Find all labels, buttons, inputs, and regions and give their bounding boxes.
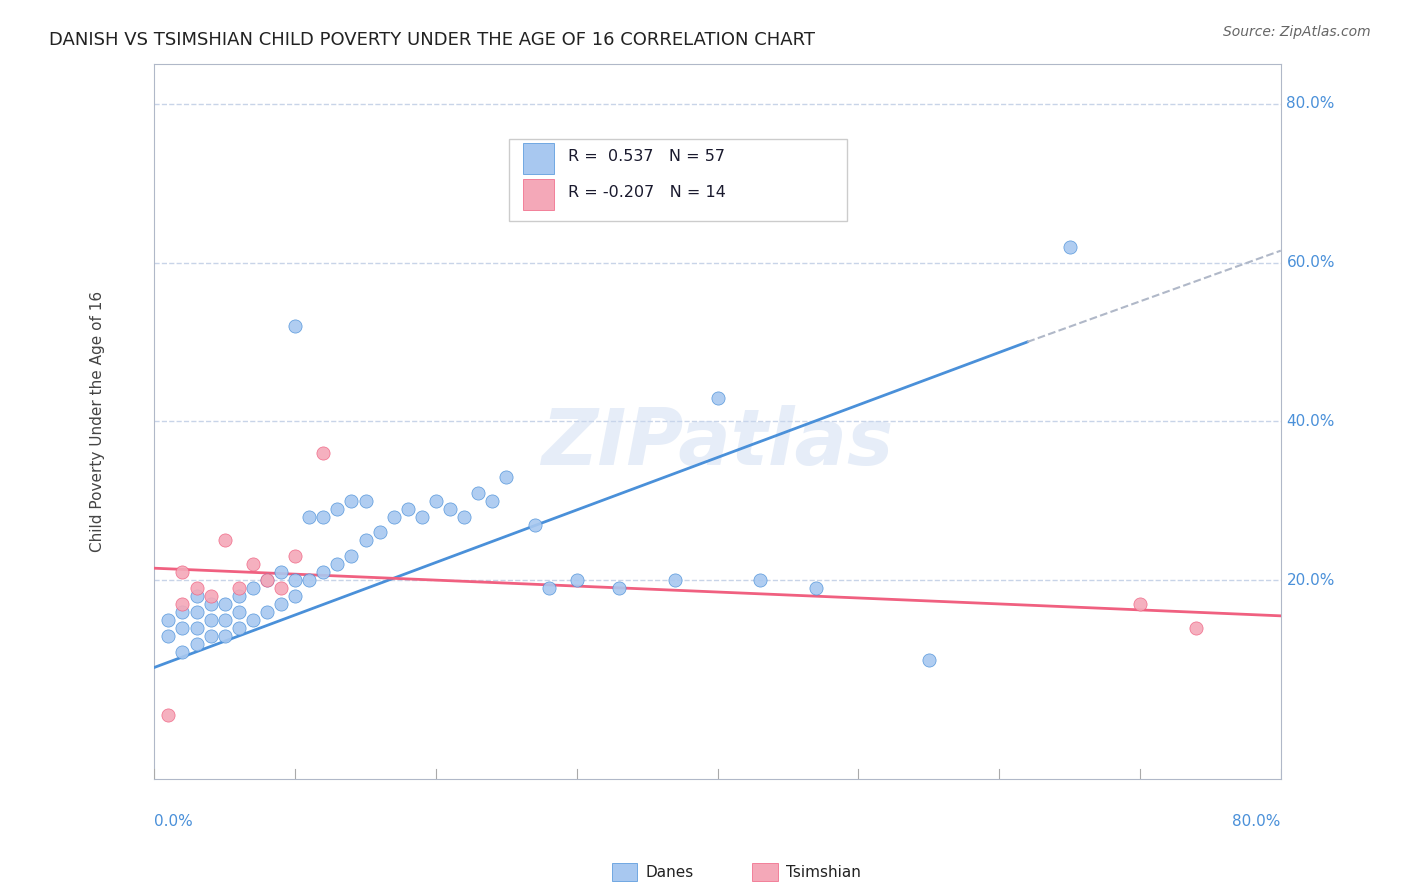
Text: 80.0%: 80.0% — [1233, 814, 1281, 830]
Point — [157, 629, 180, 643]
Point — [214, 533, 236, 548]
Point — [228, 621, 250, 635]
Text: R = -0.207   N = 14: R = -0.207 N = 14 — [568, 186, 725, 200]
Point — [270, 565, 292, 579]
Point — [453, 509, 475, 524]
Point — [340, 549, 363, 564]
Point — [256, 573, 278, 587]
Text: Source: ZipAtlas.com: Source: ZipAtlas.com — [1223, 25, 1371, 39]
Point — [298, 573, 321, 587]
Point — [228, 589, 250, 603]
Point — [284, 573, 307, 587]
Point — [411, 509, 433, 524]
Point — [607, 581, 630, 595]
Point — [354, 493, 377, 508]
Point — [368, 525, 391, 540]
Text: ZIPatlas: ZIPatlas — [541, 405, 894, 481]
Point — [396, 501, 419, 516]
Point — [186, 621, 208, 635]
Point — [214, 629, 236, 643]
Text: 0.0%: 0.0% — [155, 814, 193, 830]
Point — [537, 581, 560, 595]
Text: Danes: Danes — [645, 865, 693, 880]
Point — [326, 501, 349, 516]
Text: DANISH VS TSIMSHIAN CHILD POVERTY UNDER THE AGE OF 16 CORRELATION CHART: DANISH VS TSIMSHIAN CHILD POVERTY UNDER … — [49, 31, 815, 49]
Point — [186, 581, 208, 595]
FancyBboxPatch shape — [523, 179, 554, 210]
Point — [200, 597, 222, 611]
Point — [495, 470, 517, 484]
Point — [284, 319, 307, 334]
Point — [186, 589, 208, 603]
Point — [172, 644, 194, 658]
Point — [157, 708, 180, 723]
Point — [270, 581, 292, 595]
Point — [186, 637, 208, 651]
Point — [200, 589, 222, 603]
Point — [312, 446, 335, 460]
Text: Child Poverty Under the Age of 16: Child Poverty Under the Age of 16 — [90, 291, 105, 552]
Point — [439, 501, 461, 516]
Point — [228, 581, 250, 595]
Point — [214, 613, 236, 627]
Point — [804, 581, 827, 595]
FancyBboxPatch shape — [509, 139, 846, 221]
Point — [172, 597, 194, 611]
Point — [214, 597, 236, 611]
Point — [186, 605, 208, 619]
Point — [172, 565, 194, 579]
Point — [284, 589, 307, 603]
Point — [228, 605, 250, 619]
Text: 60.0%: 60.0% — [1286, 255, 1334, 270]
Point — [748, 573, 770, 587]
Point — [172, 621, 194, 635]
Point — [918, 652, 941, 666]
Point — [256, 573, 278, 587]
Point — [200, 613, 222, 627]
Point — [312, 509, 335, 524]
Point — [706, 391, 728, 405]
Text: R =  0.537   N = 57: R = 0.537 N = 57 — [568, 150, 724, 164]
Point — [425, 493, 447, 508]
FancyBboxPatch shape — [523, 144, 554, 174]
Text: 20.0%: 20.0% — [1286, 573, 1334, 588]
Point — [326, 558, 349, 572]
Point — [1059, 240, 1081, 254]
Point — [270, 597, 292, 611]
Point — [242, 581, 264, 595]
Point — [523, 517, 546, 532]
Point — [467, 485, 489, 500]
Point — [1129, 597, 1152, 611]
Point — [382, 509, 405, 524]
Point — [256, 605, 278, 619]
Point — [242, 558, 264, 572]
Point — [340, 493, 363, 508]
Text: 40.0%: 40.0% — [1286, 414, 1334, 429]
Point — [172, 605, 194, 619]
Text: Tsimshian: Tsimshian — [786, 865, 860, 880]
Point — [298, 509, 321, 524]
Point — [242, 613, 264, 627]
Point — [1185, 621, 1208, 635]
Point — [565, 573, 588, 587]
Text: 80.0%: 80.0% — [1286, 96, 1334, 112]
Point — [157, 613, 180, 627]
Point — [200, 629, 222, 643]
Point — [354, 533, 377, 548]
Point — [284, 549, 307, 564]
Point — [481, 493, 503, 508]
Point — [664, 573, 686, 587]
Point — [312, 565, 335, 579]
